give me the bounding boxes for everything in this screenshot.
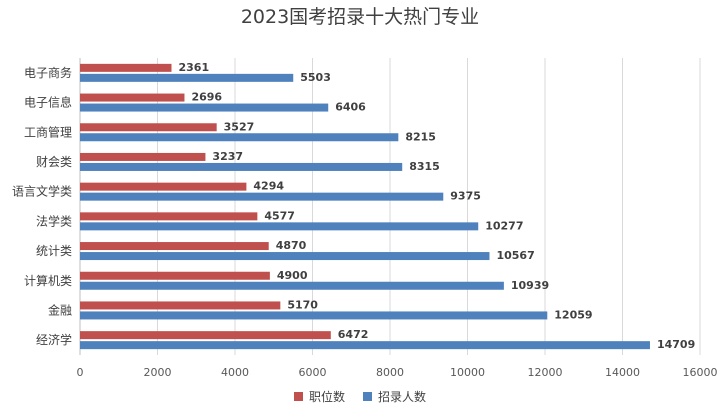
x-tick-label: 6000 xyxy=(299,366,327,379)
bar-recruits xyxy=(80,162,403,171)
legend-label-positions: 职位数 xyxy=(308,390,345,404)
category-label: 电子信息 xyxy=(24,95,72,110)
data-label-positions: 2696 xyxy=(191,91,222,104)
category-label: 法学类 xyxy=(36,213,72,228)
data-label-recruits: 10277 xyxy=(485,219,523,232)
data-label-recruits: 8315 xyxy=(409,160,440,173)
x-tick-label: 0 xyxy=(77,366,84,379)
data-label-recruits: 14709 xyxy=(657,338,695,351)
chart-title: 2023国考招录十大热门专业 xyxy=(240,6,480,28)
bar-positions xyxy=(80,271,270,280)
data-label-positions: 3527 xyxy=(224,120,255,133)
x-tick-label: 14000 xyxy=(605,366,640,379)
data-label-positions: 4900 xyxy=(277,269,308,282)
data-label-positions: 4294 xyxy=(253,180,284,193)
bar-recruits xyxy=(80,311,548,320)
bar-recruits xyxy=(80,73,294,82)
data-label-positions: 2361 xyxy=(178,61,209,74)
bar-positions xyxy=(80,182,247,191)
x-tick-label: 10000 xyxy=(450,366,485,379)
category-label: 工商管理 xyxy=(24,124,72,139)
legend-swatch-recruits xyxy=(363,392,372,401)
data-label-positions: 6472 xyxy=(338,328,369,341)
legend-swatch-positions xyxy=(293,392,303,401)
bar-positions xyxy=(80,301,281,310)
category-label: 财会类 xyxy=(36,155,72,169)
legend-item-positions: 职位数 xyxy=(293,388,345,405)
data-label-recruits: 6406 xyxy=(335,101,366,114)
category-label: 电子商务 xyxy=(24,65,72,80)
bar-positions xyxy=(80,93,185,102)
bar-recruits xyxy=(80,192,444,201)
bar-recruits xyxy=(80,222,479,231)
data-label-recruits: 12059 xyxy=(554,308,592,321)
legend-item-recruits: 招录人数 xyxy=(363,388,426,405)
data-label-recruits: 8215 xyxy=(405,130,436,143)
legend-label-recruits: 招录人数 xyxy=(378,390,427,404)
bar-recruits xyxy=(80,281,504,290)
bar-recruits xyxy=(80,252,490,261)
bar-recruits xyxy=(80,103,329,112)
bar-recruits xyxy=(80,341,650,350)
chart-legend: 职位数 招录人数 xyxy=(0,388,720,405)
bar-positions xyxy=(80,212,258,221)
bar-positions xyxy=(80,331,331,340)
data-label-recruits: 10939 xyxy=(511,279,549,292)
bar-recruits xyxy=(80,133,399,142)
bar-positions xyxy=(80,63,172,72)
category-label: 语言文学类 xyxy=(12,184,72,199)
data-label-recruits: 10567 xyxy=(496,249,534,262)
data-label-positions: 4870 xyxy=(276,239,307,252)
category-label: 统计类 xyxy=(36,244,72,258)
x-tick-label: 2000 xyxy=(144,366,172,379)
x-tick-label: 4000 xyxy=(221,366,249,379)
bar-positions xyxy=(80,123,217,132)
category-label: 经济学 xyxy=(36,332,72,347)
x-tick-label: 12000 xyxy=(528,366,563,379)
bar-positions xyxy=(80,152,206,161)
x-tick-label: 8000 xyxy=(376,366,404,379)
data-label-positions: 4577 xyxy=(264,209,295,222)
data-label-recruits: 5503 xyxy=(300,71,331,84)
data-label-recruits: 9375 xyxy=(450,190,481,203)
bar-positions xyxy=(80,242,269,251)
x-tick-label: 16000 xyxy=(683,366,718,379)
category-label: 计算机类 xyxy=(24,273,72,288)
data-label-positions: 3237 xyxy=(212,150,243,163)
data-label-positions: 5170 xyxy=(287,298,318,311)
category-label: 金融 xyxy=(48,302,72,317)
